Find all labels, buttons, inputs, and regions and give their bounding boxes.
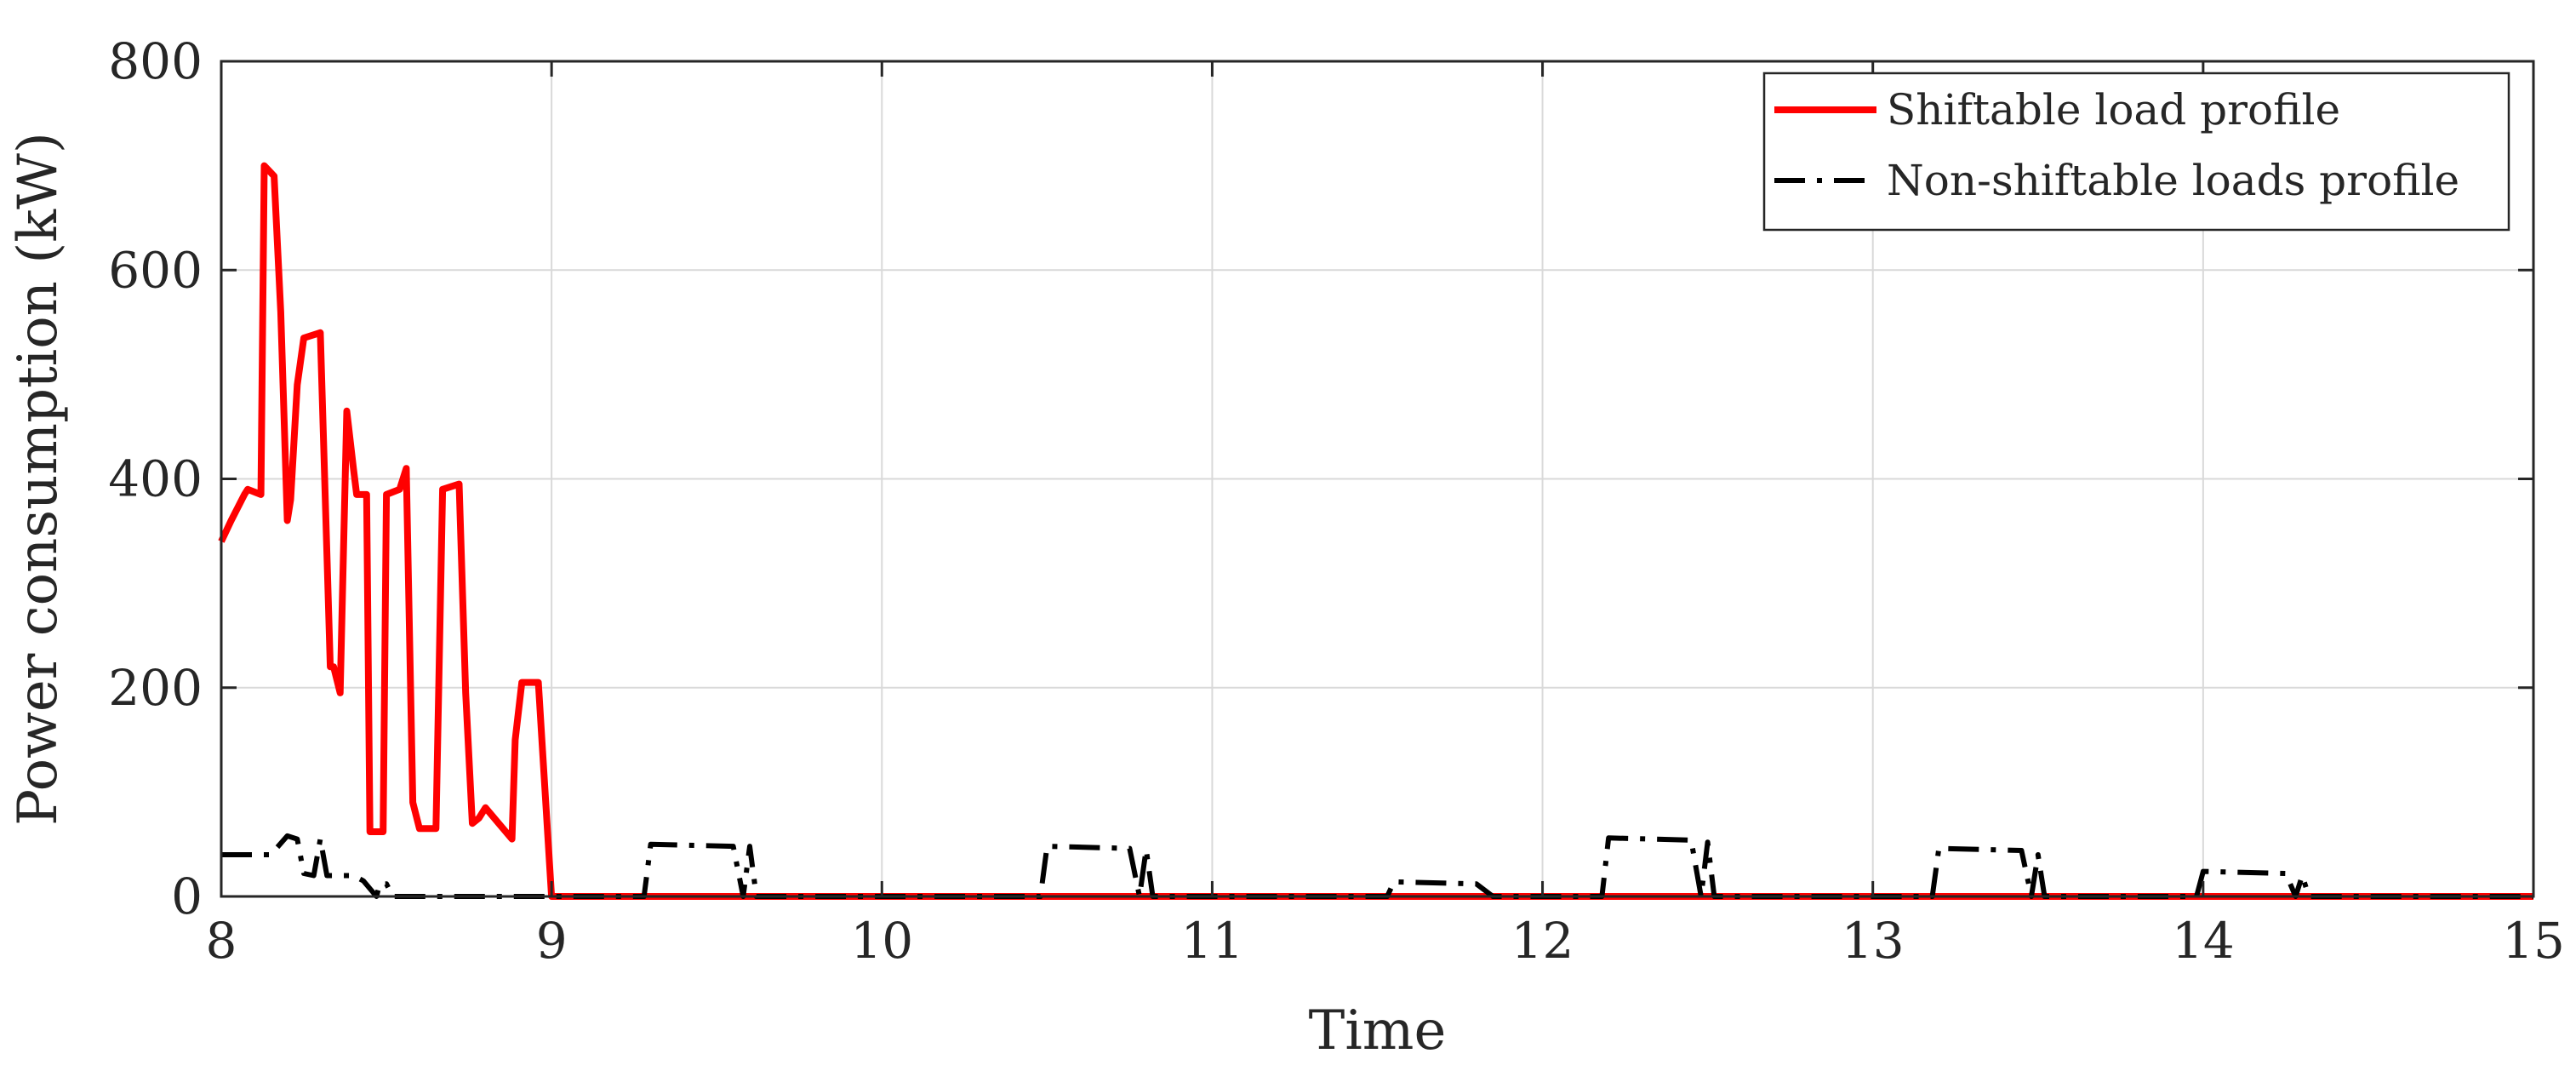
y-tick-label: 200 — [108, 659, 203, 717]
y-tick-label: 800 — [108, 32, 203, 90]
y-axis-title: Power consumption (kW) — [7, 132, 70, 826]
ticks — [220, 60, 2535, 898]
legend-label-non-shiftable: Non-shiftable loads profile — [1887, 156, 2459, 205]
x-tick-label: 11 — [1181, 912, 1244, 970]
x-tick-label: 15 — [2502, 912, 2565, 970]
x-tick-label: 10 — [850, 912, 913, 970]
x-tick-label: 14 — [2172, 912, 2235, 970]
x-tick-label: 13 — [1842, 912, 1905, 970]
shiftable-load-line — [218, 162, 2533, 900]
legend-label-shiftable: Shiftable load profile — [1887, 85, 2340, 135]
y-tick-label: 400 — [108, 450, 203, 508]
tick-labels: 8 9 10 11 12 13 14 15 0 200 400 600 800 — [108, 32, 2565, 970]
legend: Shiftable load profile Non-shiftable loa… — [1762, 72, 2510, 232]
y-tick-label: 600 — [108, 241, 203, 299]
x-tick-label: 8 — [206, 912, 237, 970]
x-tick-label: 9 — [536, 912, 568, 970]
x-tick-label: 12 — [1511, 912, 1574, 970]
legend-box — [1762, 72, 2510, 232]
y-tick-label: 0 — [171, 867, 203, 925]
x-axis-title: Time — [1309, 999, 1447, 1062]
